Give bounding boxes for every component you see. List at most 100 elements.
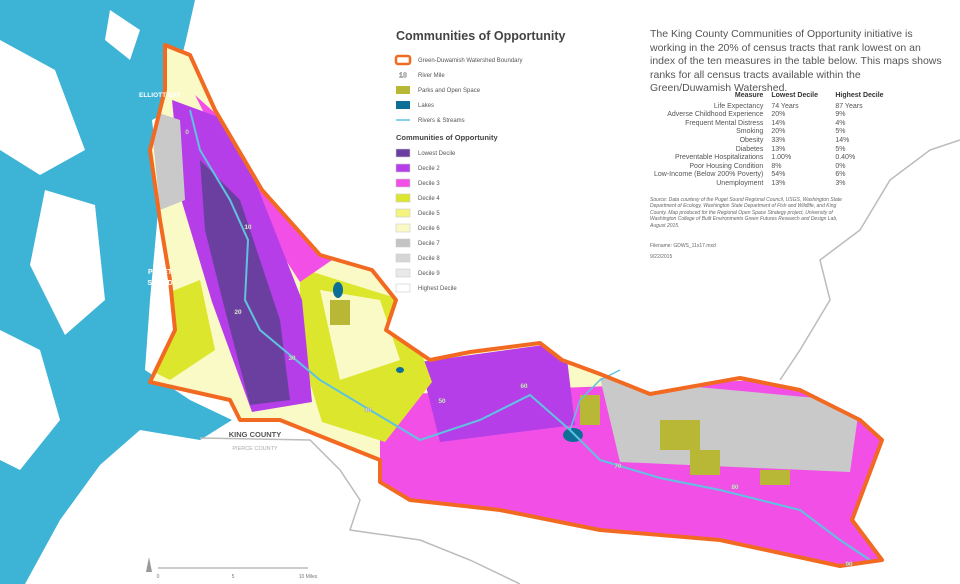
legend-label: Lakes (418, 103, 434, 109)
table-cell: 14% (771, 119, 786, 127)
source-note: Source: Data courtesy of the Puget Sound… (650, 197, 842, 229)
north-arrow (146, 557, 152, 572)
lake (333, 282, 343, 298)
table-cell: Poor Housing Condition (689, 162, 764, 170)
river-mile: 70 (614, 463, 622, 470)
river-mile: 60 (520, 383, 528, 390)
table-row: Adverse Childhood Experience 20% 9% (650, 111, 888, 120)
table-cell: 87 Years (835, 102, 863, 110)
scale-label: 10 Miles (299, 574, 318, 580)
legend-swatch (395, 148, 411, 158)
legend-swatch (395, 268, 411, 278)
table-cell: Adverse Childhood Experience (667, 111, 764, 119)
scale-label: 5 (232, 574, 235, 580)
land (0, 40, 85, 175)
table-row: Preventable Hospitalizations 1.00% 0.40% (650, 154, 888, 163)
place-label: ELLIOTT BAY (139, 92, 182, 99)
table-row: Low-Income (Below 200% Poverty) 54% 6% (650, 171, 888, 180)
land (30, 190, 105, 335)
legend-swatch (396, 86, 410, 94)
decile-area (600, 378, 860, 472)
table-cell: 74 Years (771, 102, 799, 110)
table-cell: Life Expectancy (713, 102, 764, 110)
decile-area (420, 342, 575, 442)
place-label: KING COUNTY (229, 430, 282, 439)
legend-swatch (394, 54, 412, 66)
legend-section-title: Communities of Opportunity (396, 133, 498, 142)
legend-label: Lowest Decile (418, 151, 456, 157)
table-cell: 0% (835, 162, 846, 170)
table-header-cell: Measure (734, 92, 764, 99)
river (189, 109, 871, 561)
legend-swatch (395, 253, 411, 263)
table-cell: 8% (771, 162, 782, 170)
legend-label: Decile 9 (418, 271, 440, 277)
table-cell: 13% (771, 145, 786, 153)
river-mile: 30 (288, 355, 296, 362)
scale-label: 0 (157, 574, 160, 580)
table-cell: Low-Income (Below 200% Poverty) (654, 171, 764, 179)
table-cell: 20% (771, 111, 786, 119)
table-row: Unemployment 13% 3% (650, 180, 888, 189)
legend-label: Decile 5 (418, 211, 440, 217)
legend-swatch (395, 283, 411, 293)
river-mile: 50 (438, 398, 446, 405)
legend-label: Decile 6 (418, 226, 440, 232)
date: 9/22/2015 (650, 254, 673, 260)
table-cell: 9% (835, 111, 846, 119)
legend-swatch (395, 223, 411, 233)
land (105, 10, 140, 60)
table-cell: 13% (771, 179, 786, 187)
park (330, 300, 350, 325)
legend-swatch (395, 178, 411, 188)
table-cell: 6% (835, 171, 846, 179)
measure-table: Measure Lowest Decile Highest Decile Life E… (650, 92, 888, 189)
table-cell: Diabetes (735, 145, 764, 153)
river-mile: 40 (364, 407, 372, 414)
description: The King County Communities of Opportuni… (650, 28, 942, 94)
park (690, 450, 720, 475)
table-row: Life Expectancy 74 Years 87 Years (650, 103, 888, 112)
legend-label: Decile 4 (418, 196, 440, 202)
table-header-cell: Highest Decile (835, 92, 884, 99)
legend-swatch (395, 208, 411, 218)
table-cell: 54% (771, 171, 786, 179)
table-cell: 1.00% (771, 154, 792, 162)
table-row: Frequent Mental Distress 14% 4% (650, 120, 888, 129)
park (660, 420, 700, 450)
table-row: Poor Housing Condition 8% 0% (650, 163, 888, 172)
river-mile: 0 (185, 129, 189, 136)
table-row: Smoking 20% 5% (650, 128, 888, 137)
legend-swatch (396, 101, 410, 109)
place-label: PIERCE COUNTY (232, 446, 278, 452)
legend-swatch (395, 193, 411, 203)
legend-swatch (395, 238, 411, 248)
land (0, 330, 60, 470)
filename: Filename: GDWS_11x17.mxd (650, 243, 716, 249)
scale-bar: 0 5 10 Miles (146, 557, 318, 580)
table-cell: 5% (835, 128, 846, 136)
table-header-row: Measure Lowest Decile Highest Decile (650, 92, 888, 103)
table-cell: 33% (771, 136, 786, 144)
river-mile: 20 (234, 309, 242, 316)
river-mile: 90 (845, 561, 853, 568)
table-row: Obesity 33% 14% (650, 137, 888, 146)
legend-symbol: 10 (399, 73, 407, 80)
map-title: Communities of Opportunity (396, 29, 565, 43)
table-cell: 0.40% (835, 154, 856, 162)
lake (396, 367, 404, 373)
park (760, 470, 790, 485)
legend-label: Rivers & Streams (418, 118, 465, 124)
legend-swatch (395, 163, 411, 173)
legend-label: Parks and Open Space (418, 88, 481, 94)
table-cell: 3% (835, 179, 846, 187)
legend-label: Decile 8 (418, 256, 440, 262)
table-cell: 14% (835, 136, 850, 144)
table-cell: Smoking (736, 128, 764, 136)
table-cell: Frequent Mental Distress (685, 119, 764, 127)
table-cell: Unemployment (716, 179, 764, 187)
legend-label: Decile 7 (418, 241, 440, 247)
legend-label: River Mile (418, 73, 445, 79)
